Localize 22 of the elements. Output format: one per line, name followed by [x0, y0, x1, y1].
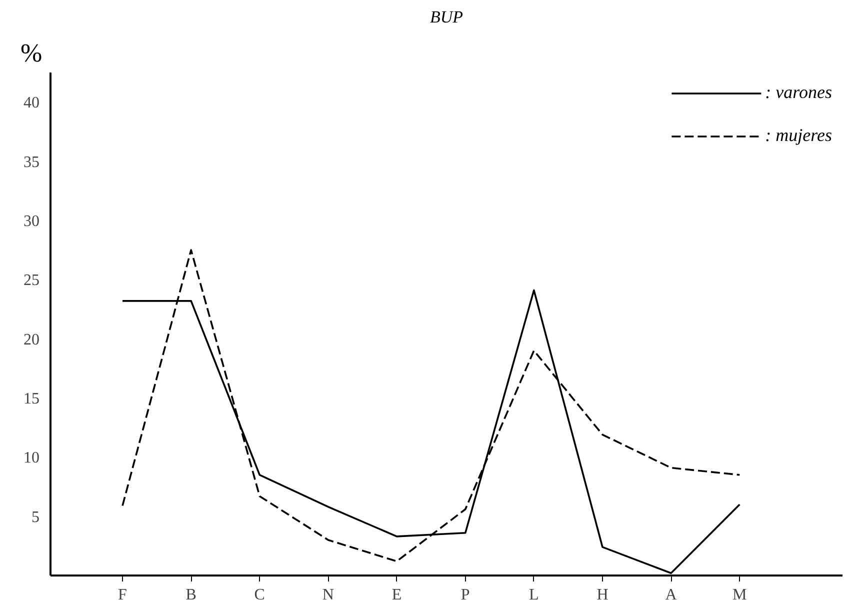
x-tick-label: P	[460, 586, 470, 604]
x-tick-label: C	[254, 586, 265, 604]
x-tick-label: L	[529, 586, 539, 604]
legend-label: : mujeres	[765, 125, 832, 146]
legend-label: : varones	[765, 82, 832, 103]
chart-title: BUP	[430, 8, 464, 26]
y-tick-label: 10	[24, 450, 40, 467]
x-tick-label: M	[732, 586, 747, 604]
y-tick-label: 40	[24, 94, 40, 112]
y-tick-label: 30	[24, 212, 40, 230]
y-tick-label: 20	[24, 331, 40, 348]
x-tick-label: F	[118, 586, 128, 604]
x-tick-label: B	[186, 586, 196, 604]
y-tick-label: 15	[24, 390, 40, 408]
x-tick-label: H	[596, 586, 609, 604]
x-tick-label: N	[322, 586, 334, 604]
y-tick-label: 5	[32, 508, 40, 526]
y-tick-label: 25	[24, 272, 40, 290]
x-tick-label: A	[665, 586, 678, 604]
y-axis-title: %	[20, 38, 42, 68]
x-tick-label: E	[392, 586, 402, 604]
y-tick-label: 35	[24, 154, 40, 171]
